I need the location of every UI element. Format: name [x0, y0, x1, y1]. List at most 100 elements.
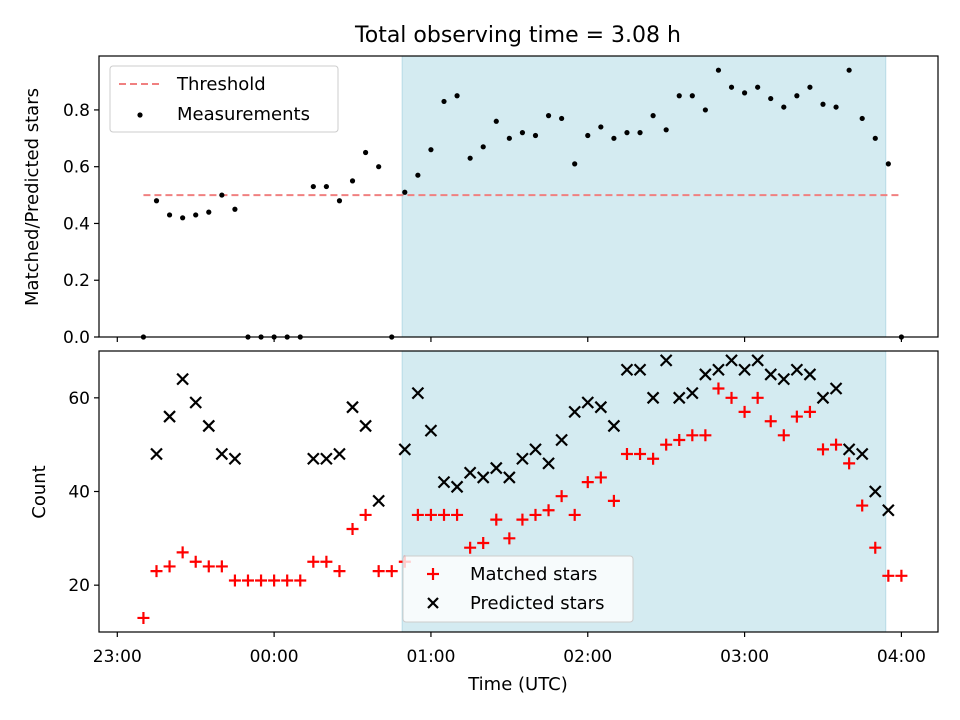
matched-star-point: [843, 457, 856, 470]
measurements-legend-label: Measurements: [177, 104, 310, 125]
measurement-point: [885, 161, 891, 167]
matched-star-point: [620, 448, 633, 461]
bottom-xtick-label: 02:00: [563, 647, 612, 667]
measurement-point: [820, 101, 826, 107]
matched-star-point: [607, 494, 620, 507]
matched-star-point: [647, 452, 660, 465]
measurement-point: [441, 98, 447, 105]
threshold-legend-label: Threshold: [176, 74, 266, 95]
measurement-point: [506, 135, 512, 141]
matched-star-point: [163, 560, 176, 573]
measurement-point: [768, 95, 774, 102]
measurement-point: [180, 215, 186, 221]
predicted-star-point: [450, 480, 464, 494]
bottom-ytick-label: 60: [68, 389, 90, 409]
predicted-star-point: [633, 363, 647, 377]
predicted-star-point: [620, 363, 634, 377]
matched-star-point: [882, 569, 895, 582]
matched-star-point: [516, 513, 529, 526]
matched-star-point: [411, 508, 424, 521]
top-legend-box: [109, 65, 339, 133]
predicted-star-point: [529, 443, 542, 456]
predicted-star-point: [751, 354, 764, 367]
bottom-axes: 20 40 60 23:00 00:00 01:00 02:00 03:00 04:00: [68, 389, 926, 667]
measurement-point: [545, 113, 552, 119]
matched-star-point: [830, 438, 843, 451]
predicted-star-point: [777, 372, 791, 386]
measurement-point: [206, 209, 212, 215]
predicted-star-point: [490, 461, 503, 475]
predicted-star-point: [437, 475, 451, 489]
predicted-star-point: [346, 400, 359, 414]
matched-star-point: [215, 560, 228, 573]
predicted-star-point: [202, 419, 216, 433]
predicted-star-point: [855, 447, 869, 461]
matched-star-point: [150, 565, 163, 578]
top-legend: Threshold Measurements: [109, 65, 339, 133]
measurement-point: [454, 93, 460, 99]
matched-star-point: [738, 405, 751, 418]
matched-star-point: [568, 508, 581, 521]
predicted-star-point: [215, 447, 229, 461]
measurement-point: [402, 189, 408, 195]
measurement-point: [637, 130, 643, 136]
top-frame: [98, 55, 939, 338]
bottom-xtick-label: 04:00: [877, 647, 926, 667]
matched-star-point: [385, 565, 398, 578]
matched-star-point: [268, 574, 281, 587]
measurement-point: [781, 104, 787, 110]
measurement-point: [755, 84, 761, 90]
predicted-star-point: [503, 471, 516, 484]
predicted-star-point: [738, 363, 751, 377]
matched-star-point: [712, 382, 725, 395]
matched-star-point: [202, 560, 215, 573]
predicted-star-point: [398, 443, 412, 456]
top-panel: 0.00.20.40.60.8 Matched/Predicted stars …: [22, 55, 939, 348]
measurement-point: [232, 206, 238, 212]
measurement-point: [859, 115, 865, 122]
matched-star-point: [542, 504, 555, 517]
predicted-star-point: [463, 466, 477, 480]
measurement-point: [585, 132, 591, 139]
measurement-point: [362, 149, 369, 156]
matched-star-point: [581, 476, 594, 489]
measurement-point: [480, 144, 486, 150]
predicted-star-point: [555, 433, 568, 447]
measurement-point: [598, 124, 604, 130]
measurement-point: [219, 192, 225, 198]
measurement-point: [153, 198, 160, 204]
matched-star-point: [856, 499, 869, 512]
matched-star-point: [294, 574, 307, 587]
top-axes: 0.0 0.2 0.4 0.6 0.8: [63, 101, 903, 348]
predicted-star-point: [764, 368, 778, 381]
measurement-point: [872, 135, 878, 141]
matched-star-point: [424, 508, 437, 521]
matched-star-point: [790, 410, 803, 423]
measurement-point: [702, 107, 708, 113]
predicted-star-point: [659, 354, 673, 367]
matched-star-point: [228, 574, 241, 587]
measurement-point: [310, 183, 316, 190]
measurement-point: [428, 147, 434, 153]
matched-star-point: [307, 555, 320, 568]
measurement-point: [336, 198, 343, 204]
predicted-star-point: [516, 452, 529, 465]
predicted-star-point: [176, 372, 189, 386]
matched-legend-marker: [427, 568, 439, 580]
matched-star-point: [451, 508, 464, 521]
measurement-point: [467, 155, 473, 161]
bottom-plot-area: [137, 350, 908, 633]
matched-star-point: [751, 391, 764, 404]
matched-star-point: [869, 541, 882, 554]
predicted-star-point: [150, 447, 163, 461]
predicted-star-point: [882, 503, 895, 517]
bottom-xtick-label: 03:00: [720, 647, 769, 667]
predicted-star-point: [712, 363, 725, 377]
measurement-point: [715, 67, 722, 73]
predicted-legend-marker: [427, 597, 439, 609]
matched-star-point: [660, 438, 673, 451]
measurements-legend-marker: [137, 112, 143, 118]
predicted-star-point: [868, 485, 882, 498]
bottom-xlabel: Time (UTC): [467, 674, 568, 695]
